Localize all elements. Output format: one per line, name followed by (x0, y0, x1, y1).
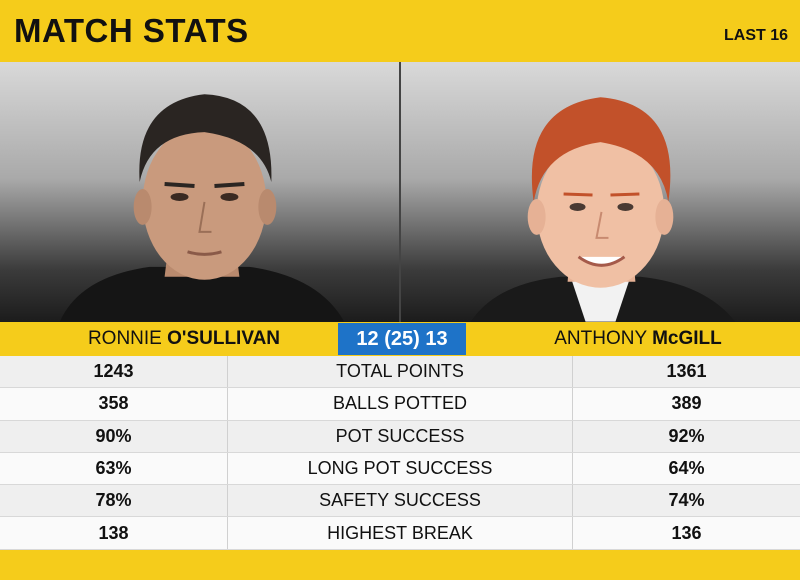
stats-table: 1243 TOTAL POINTS 1361 358 BALLS POTTED … (0, 356, 800, 550)
stat-right-value: 1361 (572, 356, 800, 388)
player-photo-left (0, 62, 401, 322)
stat-right-value: 74% (572, 485, 800, 517)
stat-row: 1243 TOTAL POINTS 1361 (0, 356, 800, 389)
page-title: MATCH STATS (14, 12, 249, 49)
player-portrait-right (470, 97, 736, 322)
player-photo-right (401, 62, 800, 322)
stat-left-value: 63% (0, 452, 228, 485)
player-left-first-name: RONNIE (87, 328, 162, 349)
stat-label: SAFETY SUCCESS (319, 490, 481, 511)
stat-row: 90% POT SUCCESS 92% (0, 420, 800, 453)
stat-left-value: 1243 (0, 356, 228, 388)
stat-right-value: 136 (572, 517, 800, 549)
player-photos (0, 62, 800, 322)
stat-label: BALLS POTTED (332, 393, 468, 414)
stat-label: LONG POT SUCCESS (307, 458, 493, 479)
round-label: LAST 16 (723, 27, 788, 44)
stat-label: HIGHEST BREAK (327, 522, 473, 543)
player-right-first-name: ANTHONY (554, 328, 647, 349)
stat-left-value: 90% (0, 420, 228, 452)
player-name-left: RONNIE O'SULLIVAN (0, 328, 340, 350)
header-bar: MATCH STATS LAST 16 (0, 0, 800, 62)
stat-right-value: 64% (572, 452, 800, 485)
stat-left-value: 138 (0, 517, 228, 549)
stat-row: 63% LONG POT SUCCESS 64% (0, 452, 800, 486)
stat-label: TOTAL POINTS (336, 361, 464, 382)
footer-bar (0, 550, 800, 580)
stat-label: POT SUCCESS (335, 425, 465, 446)
player-right-last-name: McGILL (652, 328, 722, 349)
stat-right-value: 92% (572, 420, 800, 452)
stat-row: 138 HIGHEST BREAK 136 (0, 517, 800, 550)
player-left-last-name: O'SULLIVAN (167, 328, 281, 349)
match-score: 12 (25) 13 (338, 323, 466, 355)
player-names-bar: RONNIE O'SULLIVAN 12 (25) 13 ANTHONY McG… (0, 322, 800, 356)
stat-row: 358 BALLS POTTED 389 (0, 388, 800, 421)
player-portrait-left (59, 94, 345, 322)
player-name-right: ANTHONY McGILL (466, 328, 800, 350)
stat-left-value: 78% (0, 485, 228, 517)
stat-left-value: 358 (0, 388, 228, 420)
stat-row: 78% SAFETY SUCCESS 74% (0, 485, 800, 518)
stat-right-value: 389 (572, 388, 800, 420)
